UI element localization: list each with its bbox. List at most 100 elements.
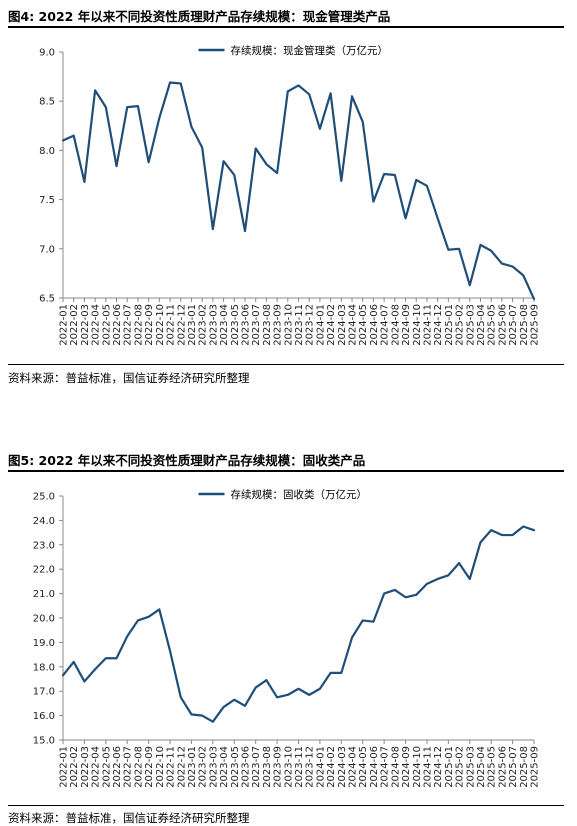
x-tick-label: 2025-03 xyxy=(465,746,476,788)
x-tick-label: 2025-02 xyxy=(455,746,466,788)
y-tick-label: 17.0 xyxy=(33,687,55,698)
x-tick-label: 2025-06 xyxy=(497,304,508,346)
x-tick-label: 2023-03 xyxy=(208,746,219,788)
x-tick-label: 2022-04 xyxy=(91,746,102,788)
x-tick-label: 2023-04 xyxy=(219,746,230,788)
x-tick-label: 2023-10 xyxy=(283,746,294,788)
x-tick-label: 2024-06 xyxy=(369,746,380,788)
x-tick-label: 2025-04 xyxy=(476,304,487,346)
figure-5-source: 资料来源：普益标准，国信证券经济研究所整理 xyxy=(8,811,250,825)
x-tick-label: 2022-10 xyxy=(155,304,166,346)
y-tick-label: 22.0 xyxy=(33,565,55,576)
x-tick-label: 2022-06 xyxy=(112,746,123,788)
x-tick-label: 2023-06 xyxy=(240,746,251,788)
x-tick-label: 2024-09 xyxy=(401,304,412,346)
x-tick-label: 2022-05 xyxy=(101,304,112,346)
x-tick-label: 2022-12 xyxy=(176,746,187,788)
x-tick-label: 2024-07 xyxy=(380,304,391,346)
x-tick-label: 2025-07 xyxy=(508,746,519,788)
x-tick-label: 2024-03 xyxy=(337,746,348,788)
x-tick-label: 2023-12 xyxy=(305,746,316,788)
x-tick-label: 2023-05 xyxy=(230,304,241,346)
x-tick-label: 2023-07 xyxy=(251,304,262,346)
x-tick-label: 2024-08 xyxy=(390,746,401,788)
x-tick-label: 2023-04 xyxy=(219,304,230,346)
x-tick-label: 2023-12 xyxy=(305,304,316,346)
x-tick-label: 2023-09 xyxy=(273,304,284,346)
x-tick-label: 2022-12 xyxy=(176,304,187,346)
x-tick-label: 2022-01 xyxy=(59,746,70,788)
x-tick-label: 2022-03 xyxy=(80,304,91,346)
x-tick-label: 2025-05 xyxy=(487,746,498,788)
figure-5-bottom-rule xyxy=(8,805,564,806)
y-tick-label: 23.0 xyxy=(33,540,55,551)
y-tick-label: 8.0 xyxy=(39,146,55,157)
x-tick-label: 2024-05 xyxy=(358,746,369,788)
x-tick-label: 2024-01 xyxy=(315,746,326,788)
x-tick-label: 2022-10 xyxy=(155,746,166,788)
x-tick-label: 2023-11 xyxy=(294,304,305,346)
x-tick-label: 2025-09 xyxy=(530,746,541,788)
x-tick-label: 2022-11 xyxy=(166,746,177,788)
x-tick-label: 2023-08 xyxy=(262,304,273,346)
x-tick-label: 2024-02 xyxy=(326,304,337,346)
y-tick-label: 21.0 xyxy=(33,589,55,600)
x-tick-label: 2022-08 xyxy=(133,304,144,346)
y-tick-label: 9.0 xyxy=(39,48,55,59)
x-tick-label: 2022-02 xyxy=(69,304,80,346)
x-tick-label: 2022-02 xyxy=(69,746,80,788)
y-tick-label: 8.5 xyxy=(39,97,55,108)
x-tick-label: 2025-09 xyxy=(530,304,541,346)
y-tick-label: 7.5 xyxy=(39,195,55,206)
figure-4-title: 图4: 2022 年以来不同投资性质理财产品存续规模：现金管理类产品 xyxy=(8,9,391,24)
y-tick-label: 19.0 xyxy=(33,638,55,649)
legend-label: 存续规模：固收类（万亿元） xyxy=(231,488,368,501)
x-tick-label: 2023-03 xyxy=(208,304,219,346)
x-tick-label: 2024-12 xyxy=(433,746,444,788)
x-tick-label: 2025-03 xyxy=(465,304,476,346)
y-tick-label: 18.0 xyxy=(33,662,55,673)
x-tick-label: 2025-08 xyxy=(519,304,530,346)
y-tick-label: 16.0 xyxy=(33,711,55,722)
x-tick-label: 2023-05 xyxy=(230,746,241,788)
figure-4-bottom-rule xyxy=(8,364,564,365)
x-tick-label: 2022-07 xyxy=(123,746,134,788)
x-tick-label: 2023-09 xyxy=(273,746,284,788)
x-tick-label: 2022-07 xyxy=(123,304,134,346)
y-tick-label: 15.0 xyxy=(33,736,55,747)
x-tick-label: 2024-03 xyxy=(337,304,348,346)
figure-5-top-rule xyxy=(8,470,564,472)
x-tick-label: 2022-06 xyxy=(112,304,123,346)
x-tick-label: 2023-02 xyxy=(198,304,209,346)
x-tick-label: 2025-06 xyxy=(497,746,508,788)
x-tick-label: 2024-11 xyxy=(422,746,433,788)
x-tick-label: 2022-04 xyxy=(91,304,102,346)
x-tick-label: 2022-09 xyxy=(144,746,155,788)
x-tick-label: 2024-02 xyxy=(326,746,337,788)
x-tick-label: 2025-07 xyxy=(508,304,519,346)
legend-label: 存续规模：现金管理类（万亿元） xyxy=(231,44,389,57)
x-tick-label: 2022-08 xyxy=(133,746,144,788)
x-tick-label: 2022-01 xyxy=(59,304,70,346)
y-tick-label: 6.5 xyxy=(39,294,55,305)
y-tick-label: 20.0 xyxy=(33,614,55,625)
x-tick-label: 2024-10 xyxy=(412,304,423,346)
figure-5-title: 图5: 2022 年以来不同投资性质理财产品存续规模：固收类产品 xyxy=(8,453,366,468)
series-line xyxy=(61,81,536,301)
x-tick-label: 2023-10 xyxy=(283,304,294,346)
x-tick-label: 2023-01 xyxy=(187,304,198,346)
x-tick-label: 2023-08 xyxy=(262,746,273,788)
y-tick-label: 25.0 xyxy=(33,492,55,503)
y-tick-label: 24.0 xyxy=(33,516,55,527)
x-tick-label: 2022-09 xyxy=(144,304,155,346)
x-tick-label: 2025-01 xyxy=(444,746,455,788)
x-tick-label: 2024-10 xyxy=(412,746,423,788)
x-tick-label: 2024-08 xyxy=(390,304,401,346)
x-tick-label: 2023-06 xyxy=(240,304,251,346)
x-tick-label: 2022-05 xyxy=(101,746,112,788)
x-tick-label: 2025-04 xyxy=(476,746,487,788)
x-tick-label: 2022-11 xyxy=(166,304,177,346)
x-tick-label: 2024-07 xyxy=(380,746,391,788)
x-tick-label: 2024-11 xyxy=(422,304,433,346)
